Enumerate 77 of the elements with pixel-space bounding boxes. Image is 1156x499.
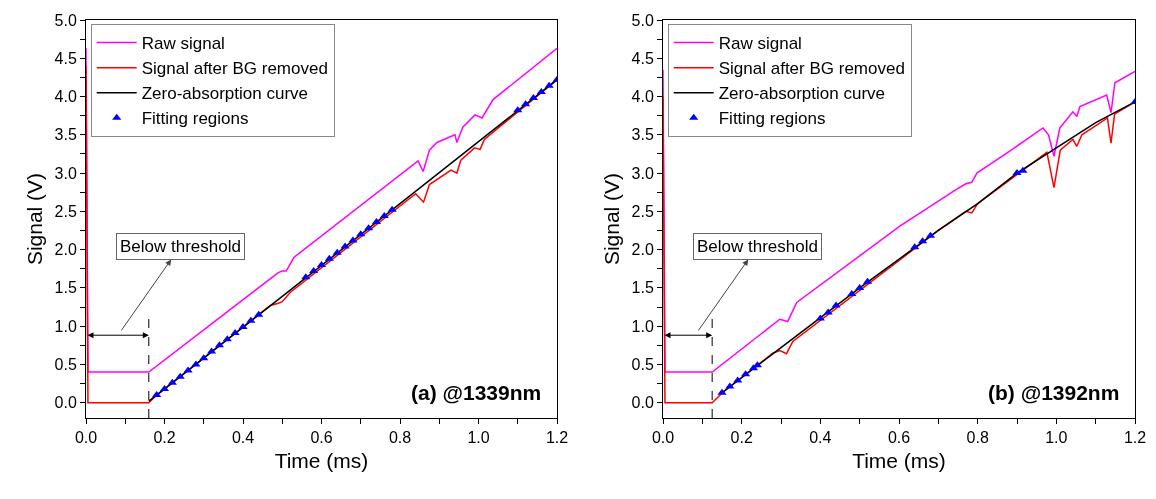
point bbox=[855, 283, 865, 290]
annotation: Below threshold bbox=[120, 237, 241, 256]
y-tick-label: 3.5 bbox=[631, 126, 654, 144]
x-tick-label: 0.0 bbox=[74, 429, 98, 447]
x-tick-label: 1.0 bbox=[1045, 429, 1068, 447]
legend-label: Fitting regions bbox=[141, 109, 249, 129]
point bbox=[309, 267, 319, 274]
annotation: (a) @1339nm bbox=[411, 381, 542, 404]
legend-label: Signal after BG removed bbox=[141, 59, 328, 79]
y-tick-label: 0.5 bbox=[54, 356, 77, 374]
point bbox=[324, 254, 334, 261]
legend-label: Raw signal bbox=[718, 34, 802, 54]
legend-label: Zero-absorption curve bbox=[718, 84, 886, 104]
point bbox=[733, 376, 743, 383]
legend-label: Signal after BG removed bbox=[718, 59, 905, 79]
point bbox=[183, 366, 193, 373]
point bbox=[332, 248, 342, 255]
x-axis-title: Time (ms) bbox=[852, 449, 946, 473]
point bbox=[847, 290, 857, 297]
y-tick-label: 4.0 bbox=[631, 88, 654, 106]
point bbox=[230, 329, 240, 336]
y-tick-label: 2.5 bbox=[54, 202, 77, 220]
y-tick-label: 2.0 bbox=[631, 241, 654, 259]
y-tick-label: 1.0 bbox=[631, 317, 654, 335]
x-tick-label: 0.4 bbox=[231, 429, 255, 447]
point bbox=[379, 211, 389, 218]
y-tick-label: 0.0 bbox=[54, 394, 77, 412]
legend-label: Fitting regions bbox=[718, 109, 826, 129]
y-tick-label: 4.5 bbox=[631, 49, 654, 67]
y-tick-label: 0.0 bbox=[631, 394, 654, 412]
x-tick-label: 0.2 bbox=[730, 429, 753, 447]
legend-label: Raw signal bbox=[141, 34, 225, 54]
y-tick-label: 2.5 bbox=[631, 202, 654, 220]
x-tick-label: 0.2 bbox=[153, 429, 176, 447]
x-tick-label: 0.4 bbox=[809, 429, 832, 447]
point bbox=[725, 382, 735, 389]
y-tick-label: 3.5 bbox=[54, 126, 77, 144]
point bbox=[175, 372, 185, 379]
point bbox=[152, 391, 162, 398]
legend-label: Zero-absorption curve bbox=[141, 84, 309, 104]
y-tick-label: 1.5 bbox=[54, 279, 77, 297]
point bbox=[254, 310, 264, 317]
x-tick-label: 0.6 bbox=[887, 429, 911, 447]
y-tick-label: 0.5 bbox=[631, 356, 654, 374]
y-tick-label: 4.0 bbox=[54, 88, 77, 106]
y-tick-label: 5.0 bbox=[631, 11, 654, 29]
point bbox=[1018, 166, 1028, 173]
y-tick-label: 3.0 bbox=[631, 164, 654, 182]
annotation: Below threshold bbox=[697, 237, 818, 256]
y-tick-label: 3.0 bbox=[54, 164, 77, 182]
x-tick-label: 1.2 bbox=[1123, 429, 1147, 447]
x-tick-label: 1.2 bbox=[545, 429, 569, 447]
y-tick-label: 2.0 bbox=[54, 241, 77, 259]
point bbox=[815, 314, 825, 321]
point bbox=[717, 388, 727, 395]
point bbox=[246, 316, 256, 323]
y-tick-label: 5.0 bbox=[54, 11, 77, 29]
y-tick-label: 1.5 bbox=[631, 279, 654, 297]
point bbox=[387, 205, 397, 212]
point bbox=[544, 81, 554, 88]
x-axis-title: Time (ms) bbox=[274, 449, 369, 473]
point bbox=[536, 87, 546, 94]
y-tick-label: 1.0 bbox=[54, 317, 77, 335]
point bbox=[238, 322, 248, 329]
annotation: (b) @1392nm bbox=[988, 381, 1120, 404]
y-tick-label: 4.5 bbox=[54, 49, 77, 67]
point bbox=[222, 335, 232, 342]
point bbox=[301, 273, 311, 280]
x-tick-label: 0.6 bbox=[310, 429, 333, 447]
y-axis-title: Signal (V) bbox=[599, 172, 623, 266]
x-tick-label: 1.0 bbox=[467, 429, 490, 447]
x-tick-label: 0.0 bbox=[651, 429, 675, 447]
point bbox=[167, 378, 177, 385]
point bbox=[340, 242, 350, 249]
x-tick-label: 0.8 bbox=[966, 429, 989, 447]
x-tick-label: 0.8 bbox=[388, 429, 412, 447]
y-axis-title: Signal (V) bbox=[22, 172, 46, 266]
